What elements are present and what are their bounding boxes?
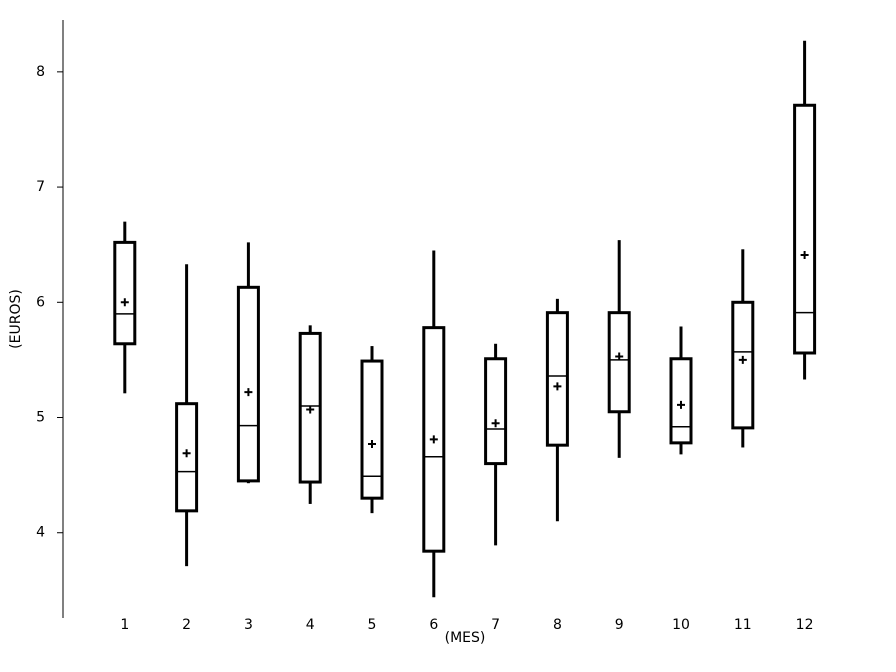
- x-tick-label: 10: [672, 617, 690, 633]
- mean-marker: [677, 400, 685, 409]
- x-tick-label: 12: [796, 617, 814, 633]
- x-axis-label: (MES): [445, 630, 486, 646]
- y-tick-label: 5: [36, 410, 45, 426]
- mean-marker: [244, 388, 253, 397]
- box-group: [669, 326, 693, 455]
- box: [731, 300, 755, 430]
- box: [360, 359, 384, 500]
- x-tick-label: 7: [491, 617, 500, 633]
- x-tick-label: 11: [734, 617, 752, 633]
- box-group: [545, 298, 569, 522]
- mean-marker: [491, 419, 500, 428]
- y-tick-label: 7: [36, 179, 45, 195]
- x-tick-label: 5: [368, 617, 377, 633]
- y-tick-label: 4: [36, 525, 45, 541]
- box: [793, 103, 817, 355]
- box: [113, 240, 137, 346]
- mean-marker: [120, 298, 129, 307]
- box-group: [298, 325, 322, 504]
- x-tick-label: 4: [306, 617, 315, 633]
- box: [545, 311, 569, 447]
- box-group: [236, 242, 260, 484]
- y-tick-label: 6: [36, 294, 45, 310]
- box: [607, 311, 631, 414]
- x-tick-label: 8: [553, 617, 562, 633]
- x-tick-label: 9: [615, 617, 624, 633]
- mean-marker: [553, 382, 562, 391]
- x-tick-label: 1: [120, 617, 129, 633]
- box-group: [484, 343, 508, 546]
- mean-marker: [738, 355, 747, 364]
- box-group: [607, 240, 631, 458]
- x-tick-label: 3: [244, 617, 253, 633]
- box: [669, 357, 693, 445]
- box-group: [731, 249, 755, 448]
- mean-marker: [306, 405, 315, 414]
- box: [175, 402, 199, 513]
- box-group: [422, 250, 446, 598]
- y-tick-label: 8: [36, 64, 45, 80]
- box-group: [793, 40, 817, 380]
- x-tick-label: 2: [182, 617, 191, 633]
- mean-marker: [615, 352, 624, 361]
- x-tick-label: 6: [429, 617, 438, 633]
- box-group: [113, 221, 137, 394]
- mean-marker: [182, 449, 191, 458]
- box-group: [175, 264, 199, 567]
- mean-marker: [368, 440, 376, 449]
- mean-marker: [429, 435, 438, 444]
- mean-marker: [800, 251, 809, 260]
- box: [236, 285, 260, 483]
- y-axis-label: (EUROS): [8, 289, 24, 349]
- box-group: [360, 346, 384, 514]
- box: [484, 357, 508, 466]
